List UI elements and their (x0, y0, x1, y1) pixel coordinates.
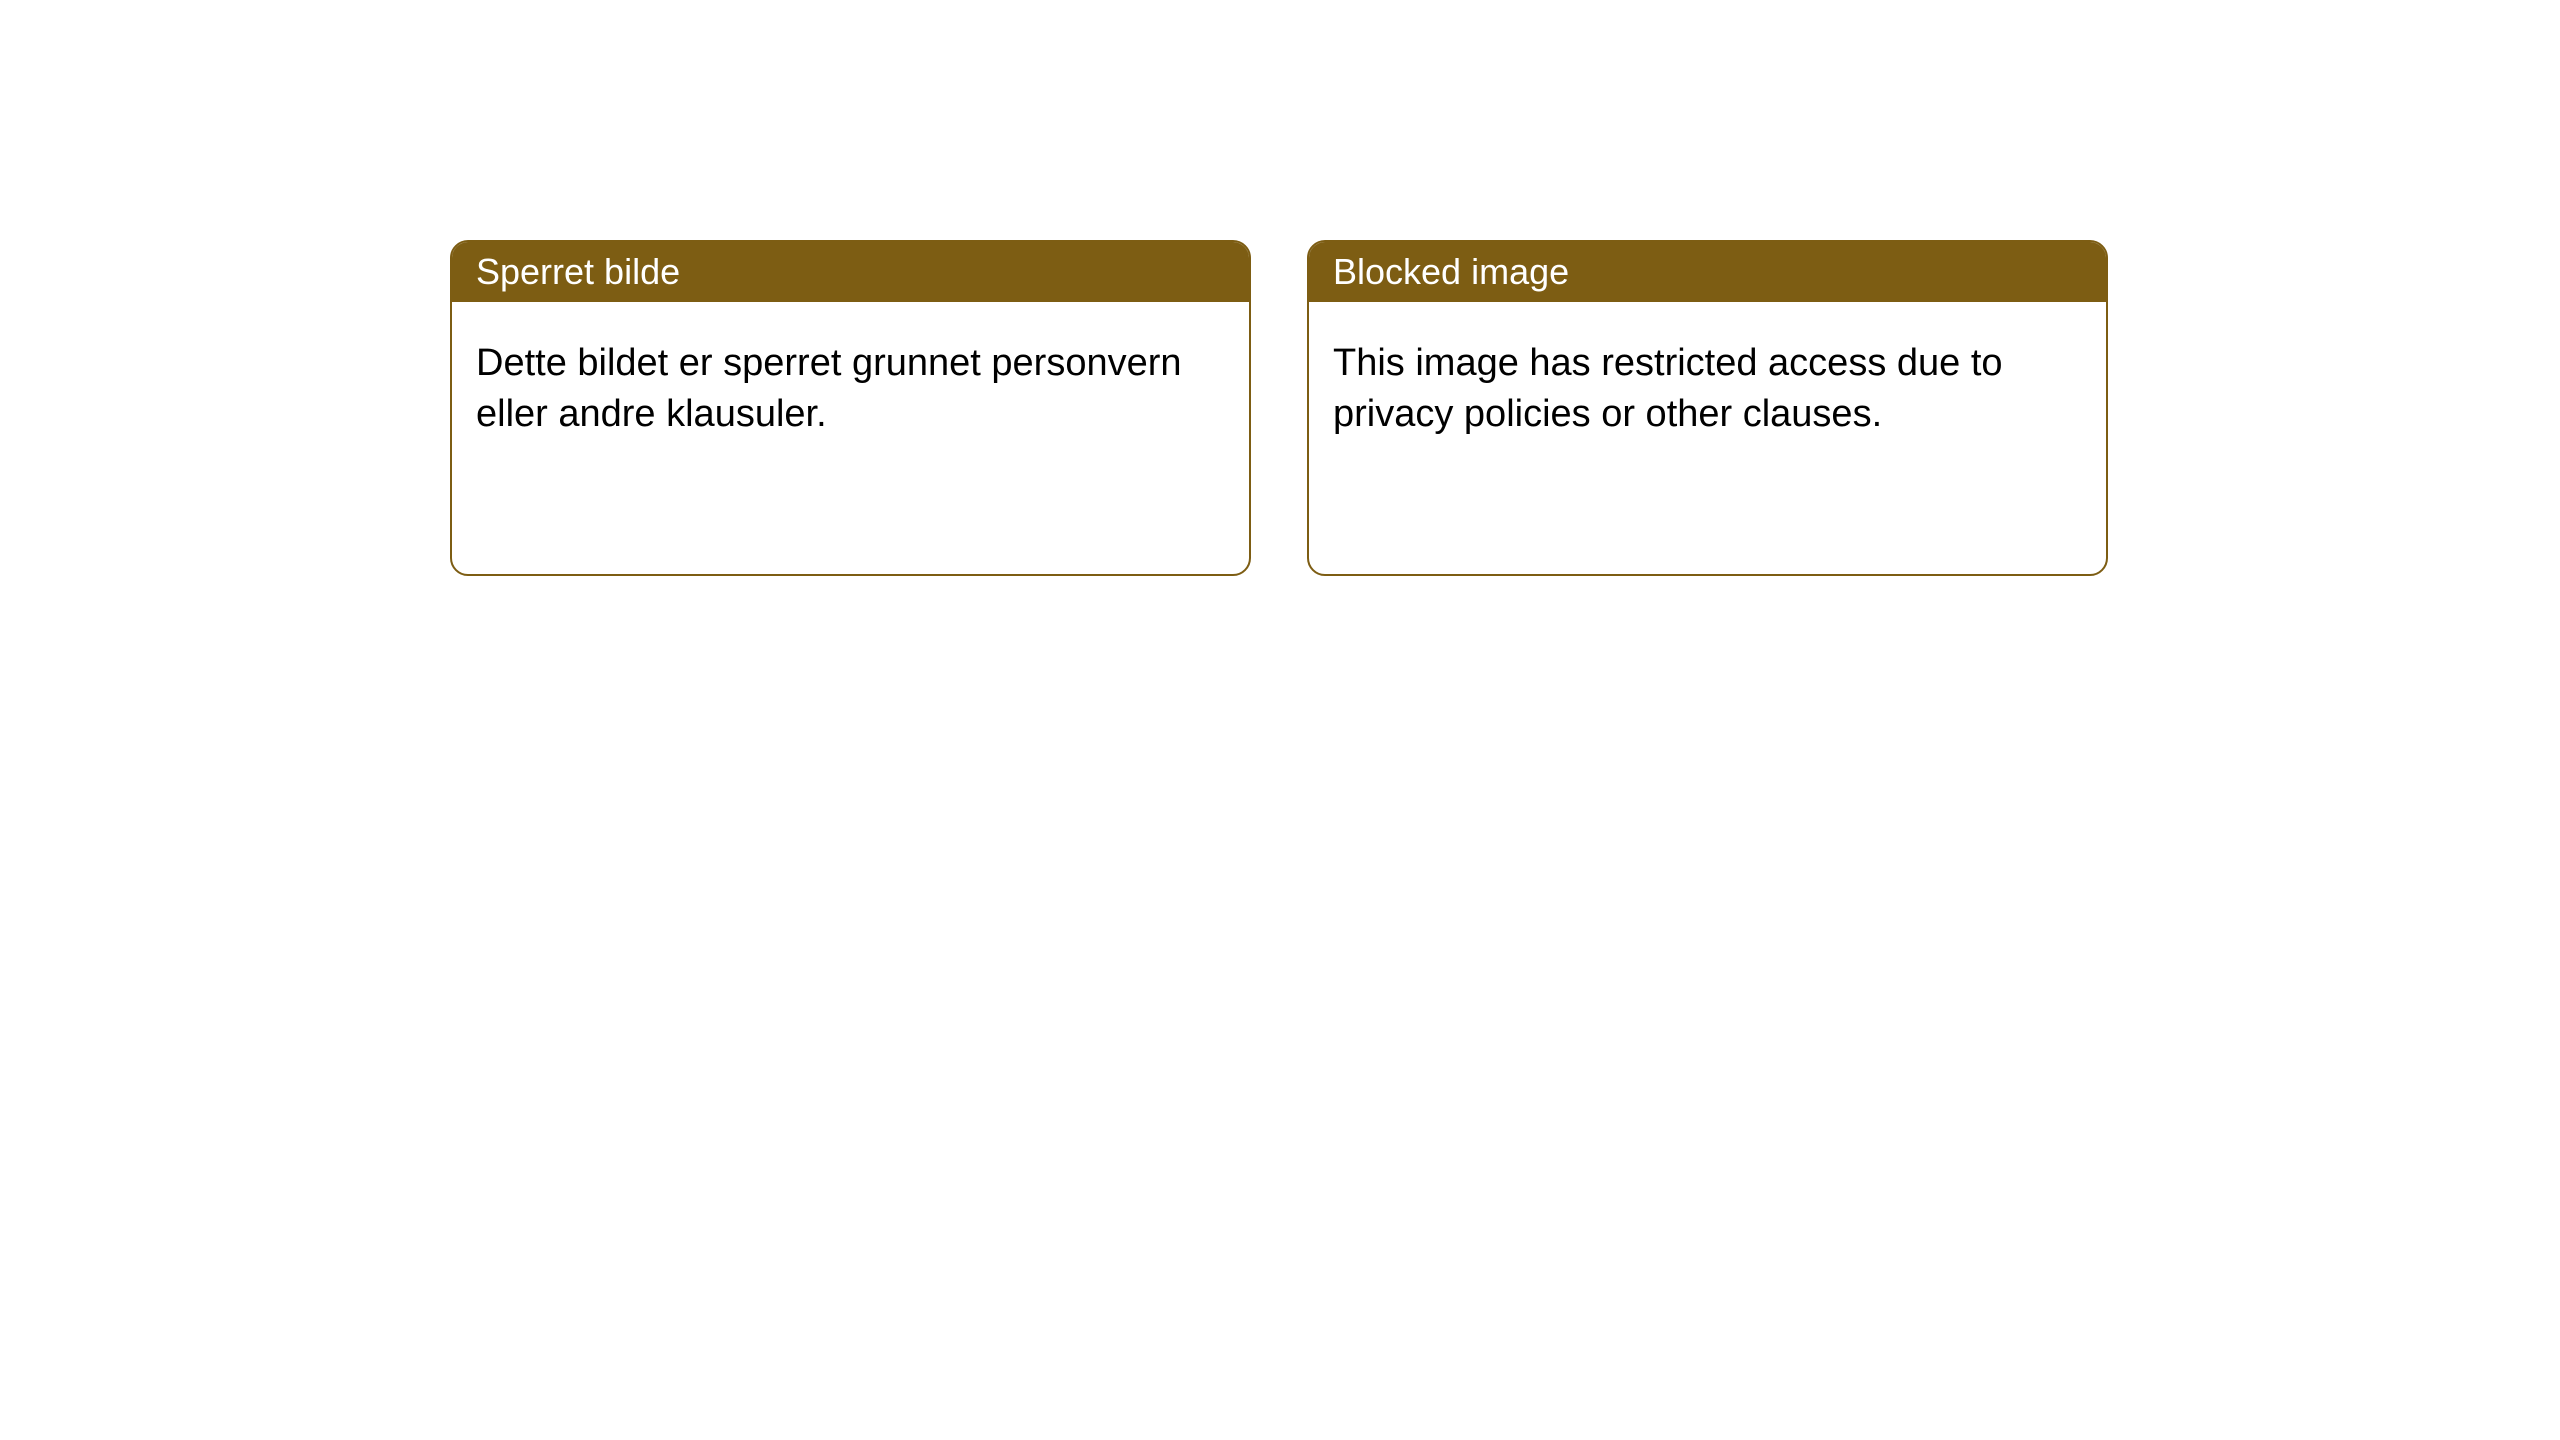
blocked-image-card-norwegian: Sperret bilde Dette bildet er sperret gr… (450, 240, 1251, 576)
card-header: Sperret bilde (452, 242, 1249, 302)
card-message: Dette bildet er sperret grunnet personve… (476, 342, 1182, 435)
blocked-image-cards: Sperret bilde Dette bildet er sperret gr… (450, 240, 2560, 576)
card-title: Blocked image (1333, 251, 1569, 293)
blocked-image-card-english: Blocked image This image has restricted … (1307, 240, 2108, 576)
card-title: Sperret bilde (476, 251, 680, 293)
card-header: Blocked image (1309, 242, 2106, 302)
card-body: This image has restricted access due to … (1309, 302, 2106, 477)
card-message: This image has restricted access due to … (1333, 342, 2003, 435)
card-body: Dette bildet er sperret grunnet personve… (452, 302, 1249, 477)
